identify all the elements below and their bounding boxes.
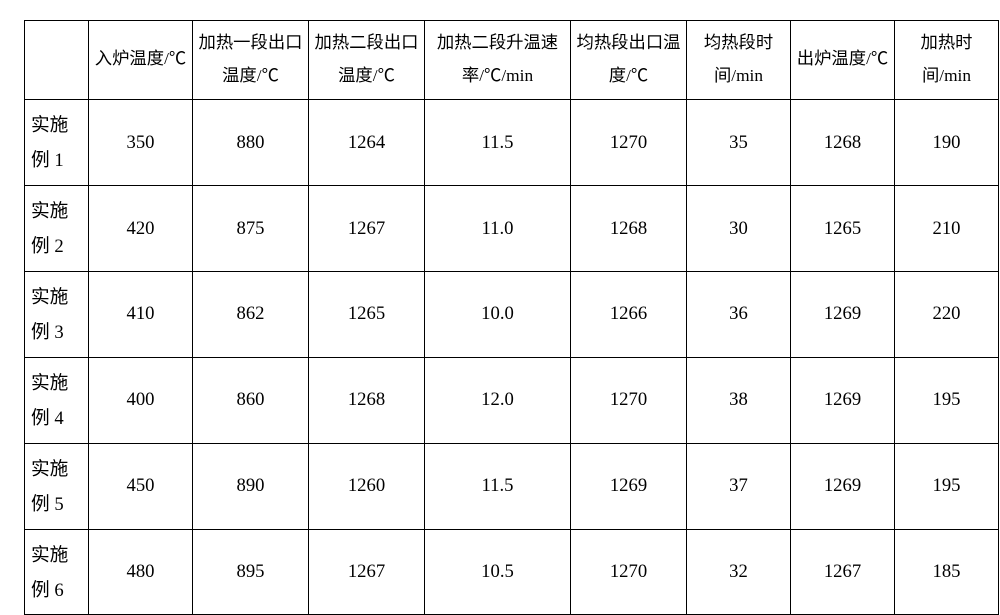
table-cell: 1264	[309, 99, 425, 185]
col-header: 入炉温度/℃	[89, 21, 193, 100]
table-cell: 1267	[309, 529, 425, 615]
table-cell: 875	[193, 185, 309, 271]
table-header-row: 入炉温度/℃ 加热一段出口温度/℃ 加热二段出口温度/℃ 加热二段升温速率/℃/…	[25, 21, 999, 100]
table-cell: 1267	[309, 185, 425, 271]
table-container: 入炉温度/℃ 加热一段出口温度/℃ 加热二段出口温度/℃ 加热二段升温速率/℃/…	[0, 0, 1000, 609]
table-cell: 1270	[571, 99, 687, 185]
table-row: 实施例 5 450 890 1260 11.5 1269 37 1269 195	[25, 443, 999, 529]
table-cell: 1265	[309, 271, 425, 357]
table-cell: 30	[687, 185, 791, 271]
table-cell: 420	[89, 185, 193, 271]
table-cell: 1268	[571, 185, 687, 271]
table-cell: 37	[687, 443, 791, 529]
table-cell: 12.0	[425, 357, 571, 443]
table-cell: 10.0	[425, 271, 571, 357]
table-row: 实施例 4 400 860 1268 12.0 1270 38 1269 195	[25, 357, 999, 443]
table-cell: 190	[895, 99, 999, 185]
col-header: 出炉温度/℃	[791, 21, 895, 100]
table-cell: 350	[89, 99, 193, 185]
table-cell: 195	[895, 357, 999, 443]
table-cell: 860	[193, 357, 309, 443]
table-cell: 38	[687, 357, 791, 443]
table-cell: 480	[89, 529, 193, 615]
col-header: 加热时间/min	[895, 21, 999, 100]
row-header: 实施例 5	[25, 443, 89, 529]
table-cell: 11.0	[425, 185, 571, 271]
table-cell: 1269	[571, 443, 687, 529]
table-cell: 32	[687, 529, 791, 615]
table-cell: 400	[89, 357, 193, 443]
table-cell: 1265	[791, 185, 895, 271]
table-cell: 890	[193, 443, 309, 529]
table-cell: 210	[895, 185, 999, 271]
table-row: 实施例 3 410 862 1265 10.0 1266 36 1269 220	[25, 271, 999, 357]
table-cell: 880	[193, 99, 309, 185]
table-cell: 1266	[571, 271, 687, 357]
table-cell: 450	[89, 443, 193, 529]
table-cell: 1260	[309, 443, 425, 529]
col-header: 均热段时间/min	[687, 21, 791, 100]
table-cell: 10.5	[425, 529, 571, 615]
table-corner-cell	[25, 21, 89, 100]
table-cell: 1267	[791, 529, 895, 615]
table-cell: 11.5	[425, 443, 571, 529]
table-cell: 410	[89, 271, 193, 357]
process-params-table: 入炉温度/℃ 加热一段出口温度/℃ 加热二段出口温度/℃ 加热二段升温速率/℃/…	[24, 20, 999, 615]
table-cell: 220	[895, 271, 999, 357]
col-header: 加热二段升温速率/℃/min	[425, 21, 571, 100]
table-row: 实施例 6 480 895 1267 10.5 1270 32 1267 185	[25, 529, 999, 615]
table-cell: 895	[193, 529, 309, 615]
row-header: 实施例 4	[25, 357, 89, 443]
row-header: 实施例 3	[25, 271, 89, 357]
table-cell: 1269	[791, 443, 895, 529]
col-header: 加热一段出口温度/℃	[193, 21, 309, 100]
col-header: 加热二段出口温度/℃	[309, 21, 425, 100]
table-cell: 1268	[791, 99, 895, 185]
table-row: 实施例 2 420 875 1267 11.0 1268 30 1265 210	[25, 185, 999, 271]
table-cell: 36	[687, 271, 791, 357]
table-cell: 195	[895, 443, 999, 529]
table-cell: 35	[687, 99, 791, 185]
table-cell: 1270	[571, 357, 687, 443]
row-header: 实施例 1	[25, 99, 89, 185]
table-cell: 185	[895, 529, 999, 615]
table-cell: 1270	[571, 529, 687, 615]
table-cell: 1269	[791, 271, 895, 357]
row-header: 实施例 2	[25, 185, 89, 271]
table-cell: 862	[193, 271, 309, 357]
table-cell: 1269	[791, 357, 895, 443]
col-header: 均热段出口温度/℃	[571, 21, 687, 100]
row-header: 实施例 6	[25, 529, 89, 615]
table-cell: 1268	[309, 357, 425, 443]
table-row: 实施例 1 350 880 1264 11.5 1270 35 1268 190	[25, 99, 999, 185]
table-cell: 11.5	[425, 99, 571, 185]
